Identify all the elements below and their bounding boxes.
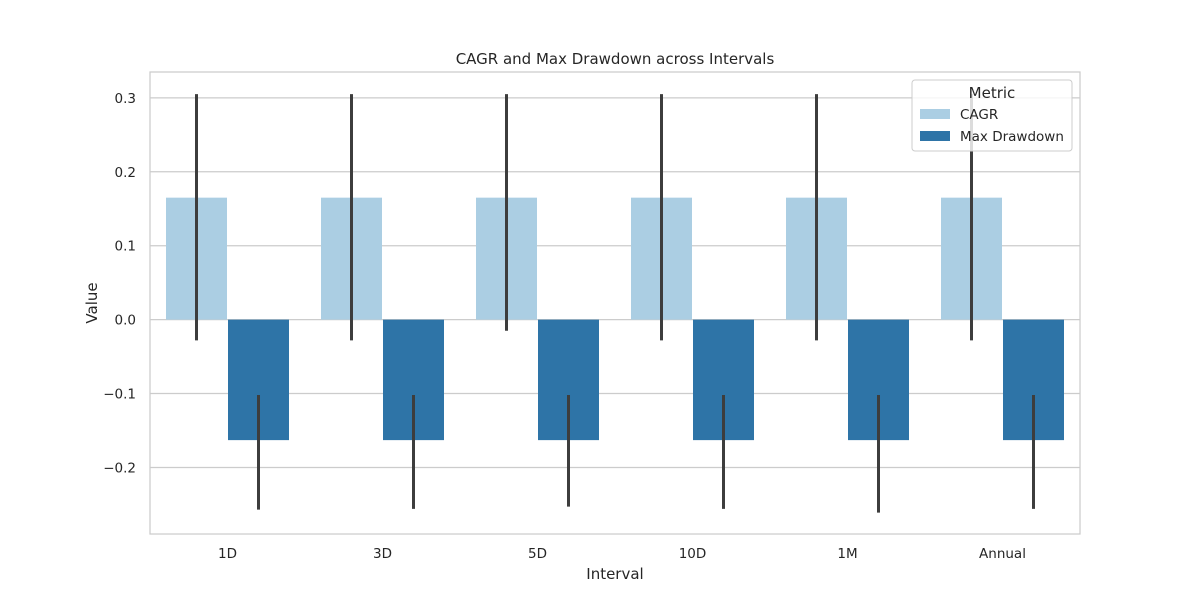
- legend-items: CAGR Max Drawdown: [920, 107, 1064, 145]
- legend-box: [911, 79, 1073, 152]
- y-tick-label: 0.2: [115, 165, 136, 181]
- y-tick-labels: −0.2 −0.1 0.0 0.1 0.2 0.3: [103, 91, 136, 477]
- y-tick-label: 0.0: [115, 313, 136, 329]
- chart-title: CAGR and Max Drawdown across Intervals: [456, 50, 775, 68]
- x-axis-label: Interval: [586, 565, 643, 583]
- legend-label: Max Drawdown: [960, 129, 1064, 145]
- plot-frame: [149, 71, 1081, 535]
- y-axis-label: Value: [83, 282, 101, 323]
- legend: Metric CAGR Max Drawdown: [911, 79, 1073, 152]
- bars: [166, 197, 1064, 441]
- error-bars: [195, 94, 1035, 513]
- x-tick-label: 1M: [837, 546, 857, 562]
- y-tick-label: 0.3: [115, 91, 136, 107]
- x-tick-label: 1D: [218, 546, 237, 562]
- y-tick-label: −0.1: [103, 387, 136, 403]
- x-tick-label: 3D: [373, 546, 392, 562]
- x-tick-labels: 1D 3D 5D 10D 1M Annual: [218, 546, 1026, 562]
- grid-lines: [150, 97, 1080, 469]
- x-tick-label: Annual: [979, 546, 1026, 562]
- x-tick-label: 10D: [679, 546, 707, 562]
- y-tick-label: −0.2: [103, 460, 136, 476]
- y-tick-label: 0.1: [115, 239, 136, 255]
- x-tick-label: 5D: [528, 546, 547, 562]
- legend-swatch: [920, 131, 950, 141]
- legend-swatch: [920, 109, 950, 119]
- legend-title: Metric: [969, 84, 1016, 102]
- legend-label: CAGR: [960, 107, 998, 123]
